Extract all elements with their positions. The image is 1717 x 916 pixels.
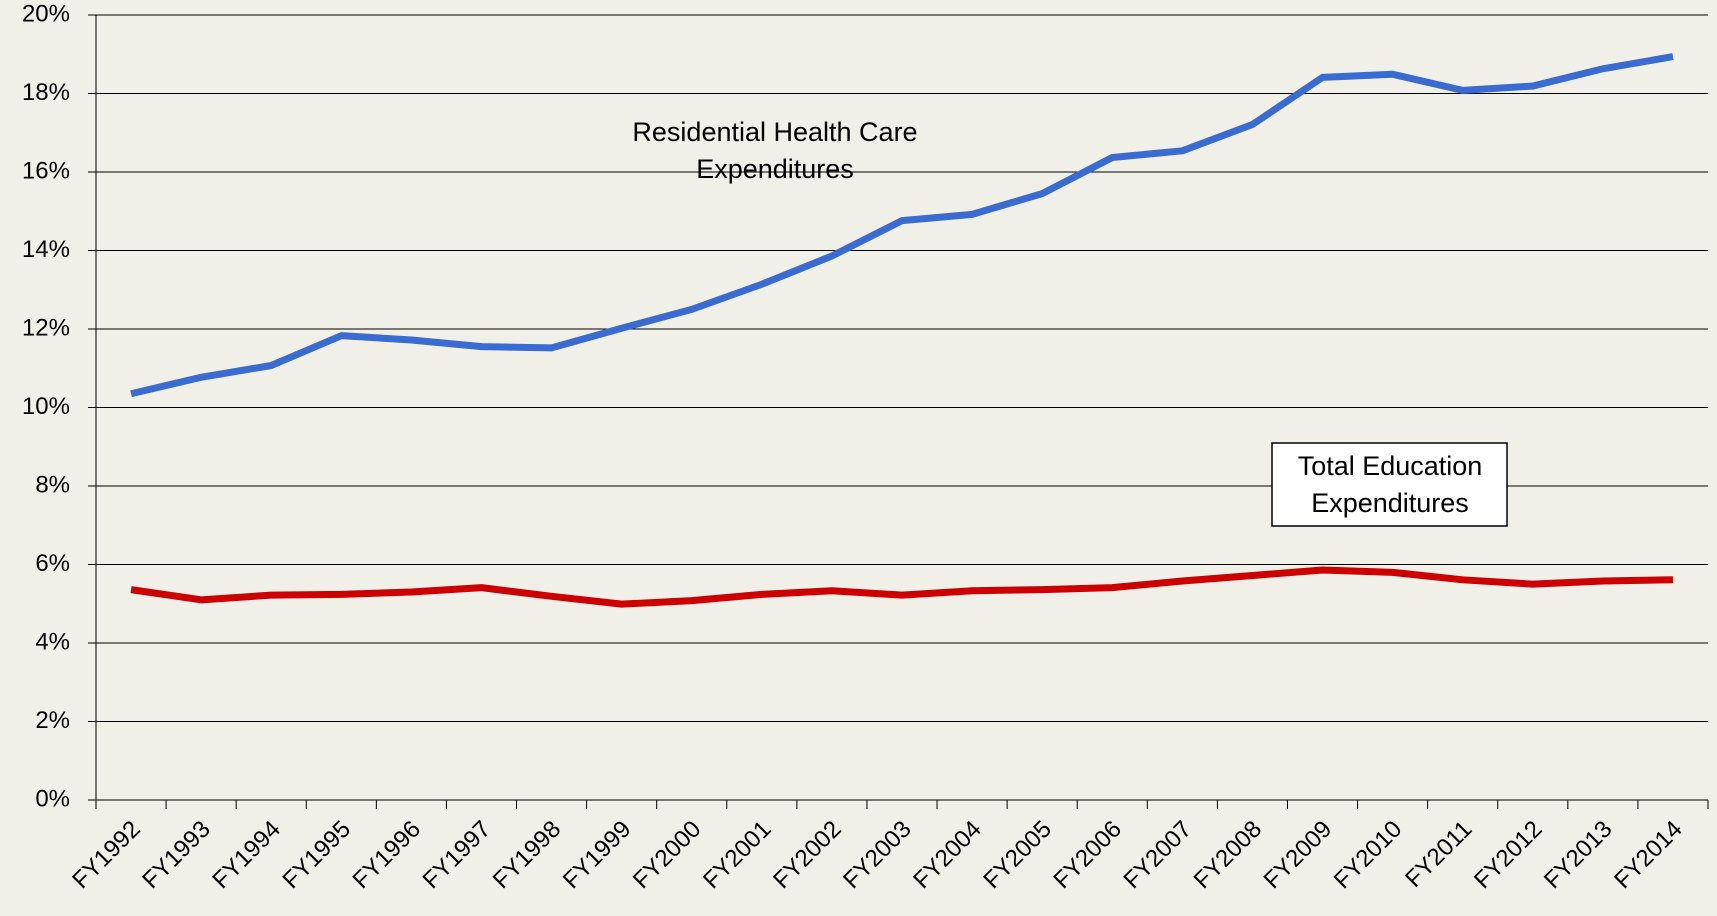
x-tick-label: FY2011: [1400, 816, 1477, 893]
x-tick-label: FY1994: [207, 816, 286, 895]
x-tick-label: FY2000: [628, 816, 707, 895]
x-tick-label: FY2003: [838, 816, 917, 895]
x-tick-label: FY2012: [1469, 816, 1548, 895]
series-line: [130, 566, 1674, 608]
y-tick-label: 14%: [22, 236, 70, 263]
x-tick-label: FY2007: [1119, 816, 1198, 895]
y-tick-label: 10%: [22, 393, 70, 420]
annotation: Total Education: [1298, 451, 1483, 481]
x-tick-label: FY2010: [1329, 816, 1408, 895]
x-tick-label: FY2005: [978, 816, 1057, 895]
y-tick-label: 2%: [35, 707, 70, 734]
annotation: Expenditures: [1311, 488, 1469, 518]
series-line: [130, 53, 1674, 398]
x-tick-label: FY1992: [67, 816, 146, 895]
x-tick-label: FY2001: [698, 816, 777, 895]
x-tick-label: FY1999: [558, 816, 637, 895]
x-tick-label: FY2009: [1259, 816, 1338, 895]
x-tick-label: FY1995: [277, 816, 356, 895]
annotation-box: [1271, 442, 1508, 527]
y-tick-label: 16%: [22, 157, 70, 184]
y-tick-label: 20%: [22, 0, 70, 27]
x-tick-label: FY2013: [1539, 816, 1618, 895]
y-tick-label: 12%: [22, 314, 70, 341]
y-tick-label: 18%: [22, 79, 70, 106]
x-tick-label: FY1996: [348, 816, 427, 895]
x-tick-label: FY2002: [768, 816, 847, 895]
x-tick-label: FY1997: [418, 816, 497, 895]
x-tick-label: FY1993: [137, 816, 216, 895]
y-tick-label: 8%: [35, 471, 70, 498]
x-tick-label: FY2004: [908, 816, 987, 895]
x-tick-label: FY2008: [1189, 816, 1268, 895]
x-tick-label: FY1998: [488, 816, 567, 895]
annotation: Residential Health Care: [632, 117, 917, 147]
x-tick-label: FY2006: [1048, 816, 1127, 895]
x-tick-label: FY2014: [1609, 816, 1688, 895]
annotation: Expenditures: [696, 154, 854, 184]
y-tick-label: 6%: [35, 550, 70, 577]
y-tick-label: 0%: [35, 785, 70, 812]
y-tick-label: 4%: [35, 628, 70, 655]
